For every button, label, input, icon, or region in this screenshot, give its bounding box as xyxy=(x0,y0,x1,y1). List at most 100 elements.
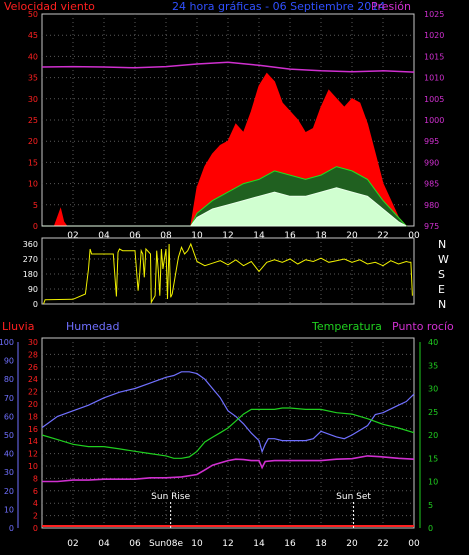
time-tick-label: 00 xyxy=(408,539,420,549)
temperature-tick-label: 15 xyxy=(428,454,438,463)
direction-tick-label: 180 xyxy=(23,270,38,279)
dewpoint-label: Punto rocío xyxy=(392,320,454,333)
series-dewpoint xyxy=(42,455,415,483)
rain-tick-label: 0 xyxy=(33,524,38,533)
compass-letter: N xyxy=(438,238,446,251)
time-tick-label: 06 xyxy=(129,231,141,241)
sunset-label: Sun Set xyxy=(336,492,371,502)
compass-letter: W xyxy=(438,253,449,266)
rain-tick-label: 24 xyxy=(28,375,38,384)
time-tick-label: 18 xyxy=(315,539,327,549)
wind-tick-label: 20 xyxy=(28,137,38,146)
wind-tick-label: 30 xyxy=(28,95,38,104)
chart-title: 24 hora gráficas - 06 Septiembre 2014 xyxy=(172,0,385,13)
humidity-tick-label: 40 xyxy=(4,450,14,459)
wind-tick-label: 45 xyxy=(28,31,38,40)
rain-tick-label: 2 xyxy=(33,512,38,521)
temperature-tick-label: 25 xyxy=(428,408,438,417)
compass-letter: S xyxy=(438,268,445,281)
series-mínima xyxy=(42,187,407,227)
wind-tick-label: 25 xyxy=(28,116,38,125)
time-tick-label: 14 xyxy=(253,539,265,549)
temperature-label: Temperatura xyxy=(311,320,382,333)
temperature-tick-label: 20 xyxy=(428,431,438,440)
pressure-tick-label: 1020 xyxy=(424,31,444,40)
humidity-tick-label: 20 xyxy=(4,487,14,496)
time-tick-label: 12 xyxy=(222,231,233,241)
pressure-label: Presión xyxy=(371,0,411,13)
temperature-humidity-panel: 0102030405060708090100024681012141618202… xyxy=(0,337,438,549)
humidity-tick-label: 0 xyxy=(9,524,14,533)
pressure-tick-label: 995 xyxy=(424,137,439,146)
time-tick-label: 06 xyxy=(129,539,141,549)
temperature-panel-frame xyxy=(41,337,415,529)
direction-tick-label: 360 xyxy=(23,240,38,249)
time-tick-label: 04 xyxy=(98,539,110,549)
wind-tick-label: 5 xyxy=(33,201,38,210)
compass-letter: E xyxy=(438,283,445,296)
wind-tick-label: 10 xyxy=(28,180,38,189)
rain-tick-label: 6 xyxy=(33,487,38,496)
rain-tick-label: 10 xyxy=(28,462,38,471)
time-tick-label: 20 xyxy=(346,539,358,549)
temperature-tick-label: 0 xyxy=(428,524,433,533)
wind-tick-label: 35 xyxy=(28,74,38,83)
time-tick-label: 16 xyxy=(284,539,296,549)
time-tick-label: Sun08e xyxy=(149,539,184,549)
wind-tick-label: 0 xyxy=(33,222,38,231)
humidity-tick-label: 70 xyxy=(4,394,14,403)
direction-tick-label: 90 xyxy=(28,285,38,294)
rain-tick-label: 14 xyxy=(28,437,38,446)
humidity-tick-label: 30 xyxy=(4,468,14,477)
time-tick-label: 02 xyxy=(67,231,78,241)
temperature-tick-label: 10 xyxy=(428,478,438,487)
wind-tick-label: 50 xyxy=(28,10,38,19)
time-tick-label: 18 xyxy=(315,231,327,241)
temperature-tick-label: 5 xyxy=(428,501,433,510)
series-temperature xyxy=(41,407,415,459)
humidity-tick-label: 90 xyxy=(4,357,14,366)
series-direction xyxy=(43,242,413,305)
humidity-tick-label: 10 xyxy=(4,505,14,514)
rain-tick-label: 28 xyxy=(28,350,38,359)
pressure-tick-label: 975 xyxy=(424,222,439,231)
compass-letter: N xyxy=(438,298,446,311)
time-tick-label: 16 xyxy=(284,231,296,241)
rain-tick-label: 4 xyxy=(33,499,38,508)
rain-tick-label: 8 xyxy=(33,474,38,483)
time-tick-label: 10 xyxy=(191,539,203,549)
pressure-tick-label: 1025 xyxy=(424,10,444,19)
temperature-tick-label: 30 xyxy=(428,385,438,394)
rain-tick-label: 30 xyxy=(28,338,38,347)
time-tick-label: 02 xyxy=(67,539,78,549)
wind-tick-label: 15 xyxy=(28,158,38,167)
temperature-tick-label: 35 xyxy=(428,361,438,370)
rain-label: Lluvia xyxy=(2,320,34,333)
rain-tick-label: 16 xyxy=(28,425,38,434)
pressure-tick-label: 985 xyxy=(424,180,439,189)
rain-tick-label: 20 xyxy=(28,400,38,409)
rain-tick-label: 22 xyxy=(28,388,38,397)
rain-tick-label: 12 xyxy=(28,450,38,459)
time-tick-label: 22 xyxy=(377,231,388,241)
pressure-tick-label: 990 xyxy=(424,158,439,167)
pressure-tick-label: 1005 xyxy=(424,95,444,104)
pressure-tick-label: 1015 xyxy=(424,52,444,61)
direction-tick-label: 270 xyxy=(23,255,38,264)
rain-tick-label: 18 xyxy=(28,412,38,421)
humidity-tick-label: 80 xyxy=(4,375,14,384)
wind-tick-label: 40 xyxy=(28,52,38,61)
pressure-tick-label: 1000 xyxy=(424,116,444,125)
temperature-tick-label: 40 xyxy=(428,338,438,347)
sunrise-label: Sun Rise xyxy=(151,492,190,502)
time-tick-label: 00 xyxy=(408,231,420,241)
humidity-tick-label: 100 xyxy=(0,338,14,347)
pressure-tick-label: 980 xyxy=(424,201,439,210)
pressure-tick-label: 1010 xyxy=(424,74,444,83)
time-tick-label: 04 xyxy=(98,231,110,241)
series-humidity xyxy=(41,371,415,454)
time-tick-label: 08 xyxy=(160,231,172,241)
